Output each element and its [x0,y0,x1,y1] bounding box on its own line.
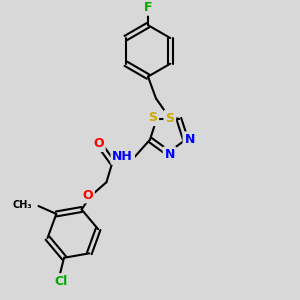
Text: N: N [184,133,195,146]
Text: O: O [93,137,104,150]
Text: CH₃: CH₃ [13,200,33,210]
Text: S: S [148,111,157,124]
Text: S: S [165,112,174,124]
Text: NH: NH [112,150,133,163]
Text: O: O [82,189,93,202]
Text: N: N [165,148,175,161]
Text: F: F [144,1,152,14]
Text: Cl: Cl [54,275,68,288]
